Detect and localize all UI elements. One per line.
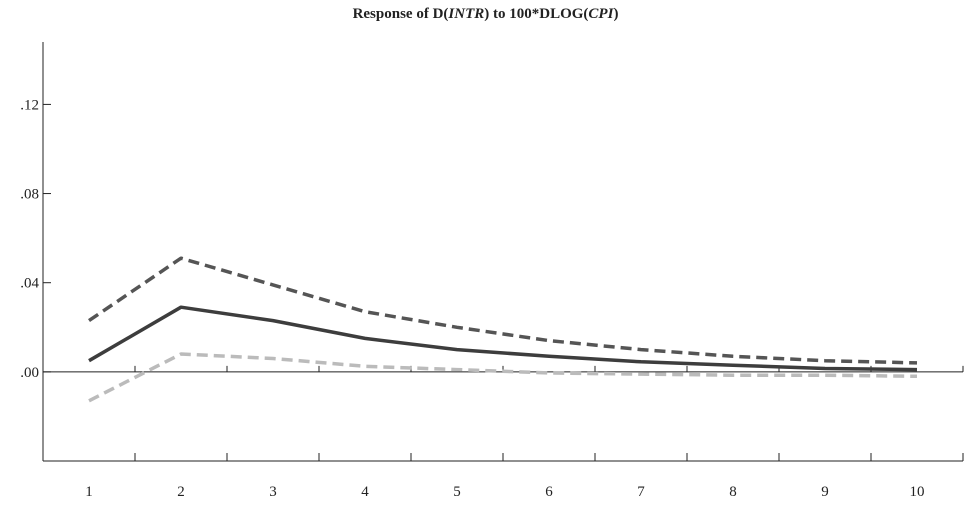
axes: [42, 42, 964, 462]
chart-title-part: Response of D(: [352, 6, 449, 22]
x-tick-label: 8: [729, 484, 737, 500]
x-tick-label: 4: [361, 484, 369, 500]
series-layer: [88, 256, 918, 403]
x-tick-label: 5: [453, 484, 461, 500]
chart-title-part: CPI: [588, 6, 614, 22]
x-tick-label: 1: [85, 484, 93, 500]
series-line-lower: [88, 352, 918, 403]
series-line-upper: [88, 256, 918, 365]
y-tick-label: .08: [20, 187, 39, 203]
x-tick-label: 10: [910, 484, 925, 500]
y-tick-label: .00: [20, 365, 39, 381]
y-tick-label: .12: [20, 97, 39, 113]
series-line-response: [88, 305, 918, 372]
chart-title-part: ): [613, 6, 619, 22]
chart-title: Response of D(INTR) to 100*DLOG(CPI): [0, 6, 971, 23]
x-tick-label: 9: [821, 484, 829, 500]
x-tick-label: 7: [637, 484, 645, 500]
x-tick-label: 6: [545, 484, 553, 500]
x-tick-label: 2: [177, 484, 185, 500]
labels-layer: .12 .08 .04 .00 1 2 3 4 5 6 7 8 9 10: [20, 97, 924, 500]
chart-title-part: INTR: [448, 6, 485, 22]
y-tick-label: .04: [20, 276, 39, 292]
x-tick-label: 3: [269, 484, 277, 500]
chart-title-part: ) to 100*DLOG(: [484, 6, 589, 22]
